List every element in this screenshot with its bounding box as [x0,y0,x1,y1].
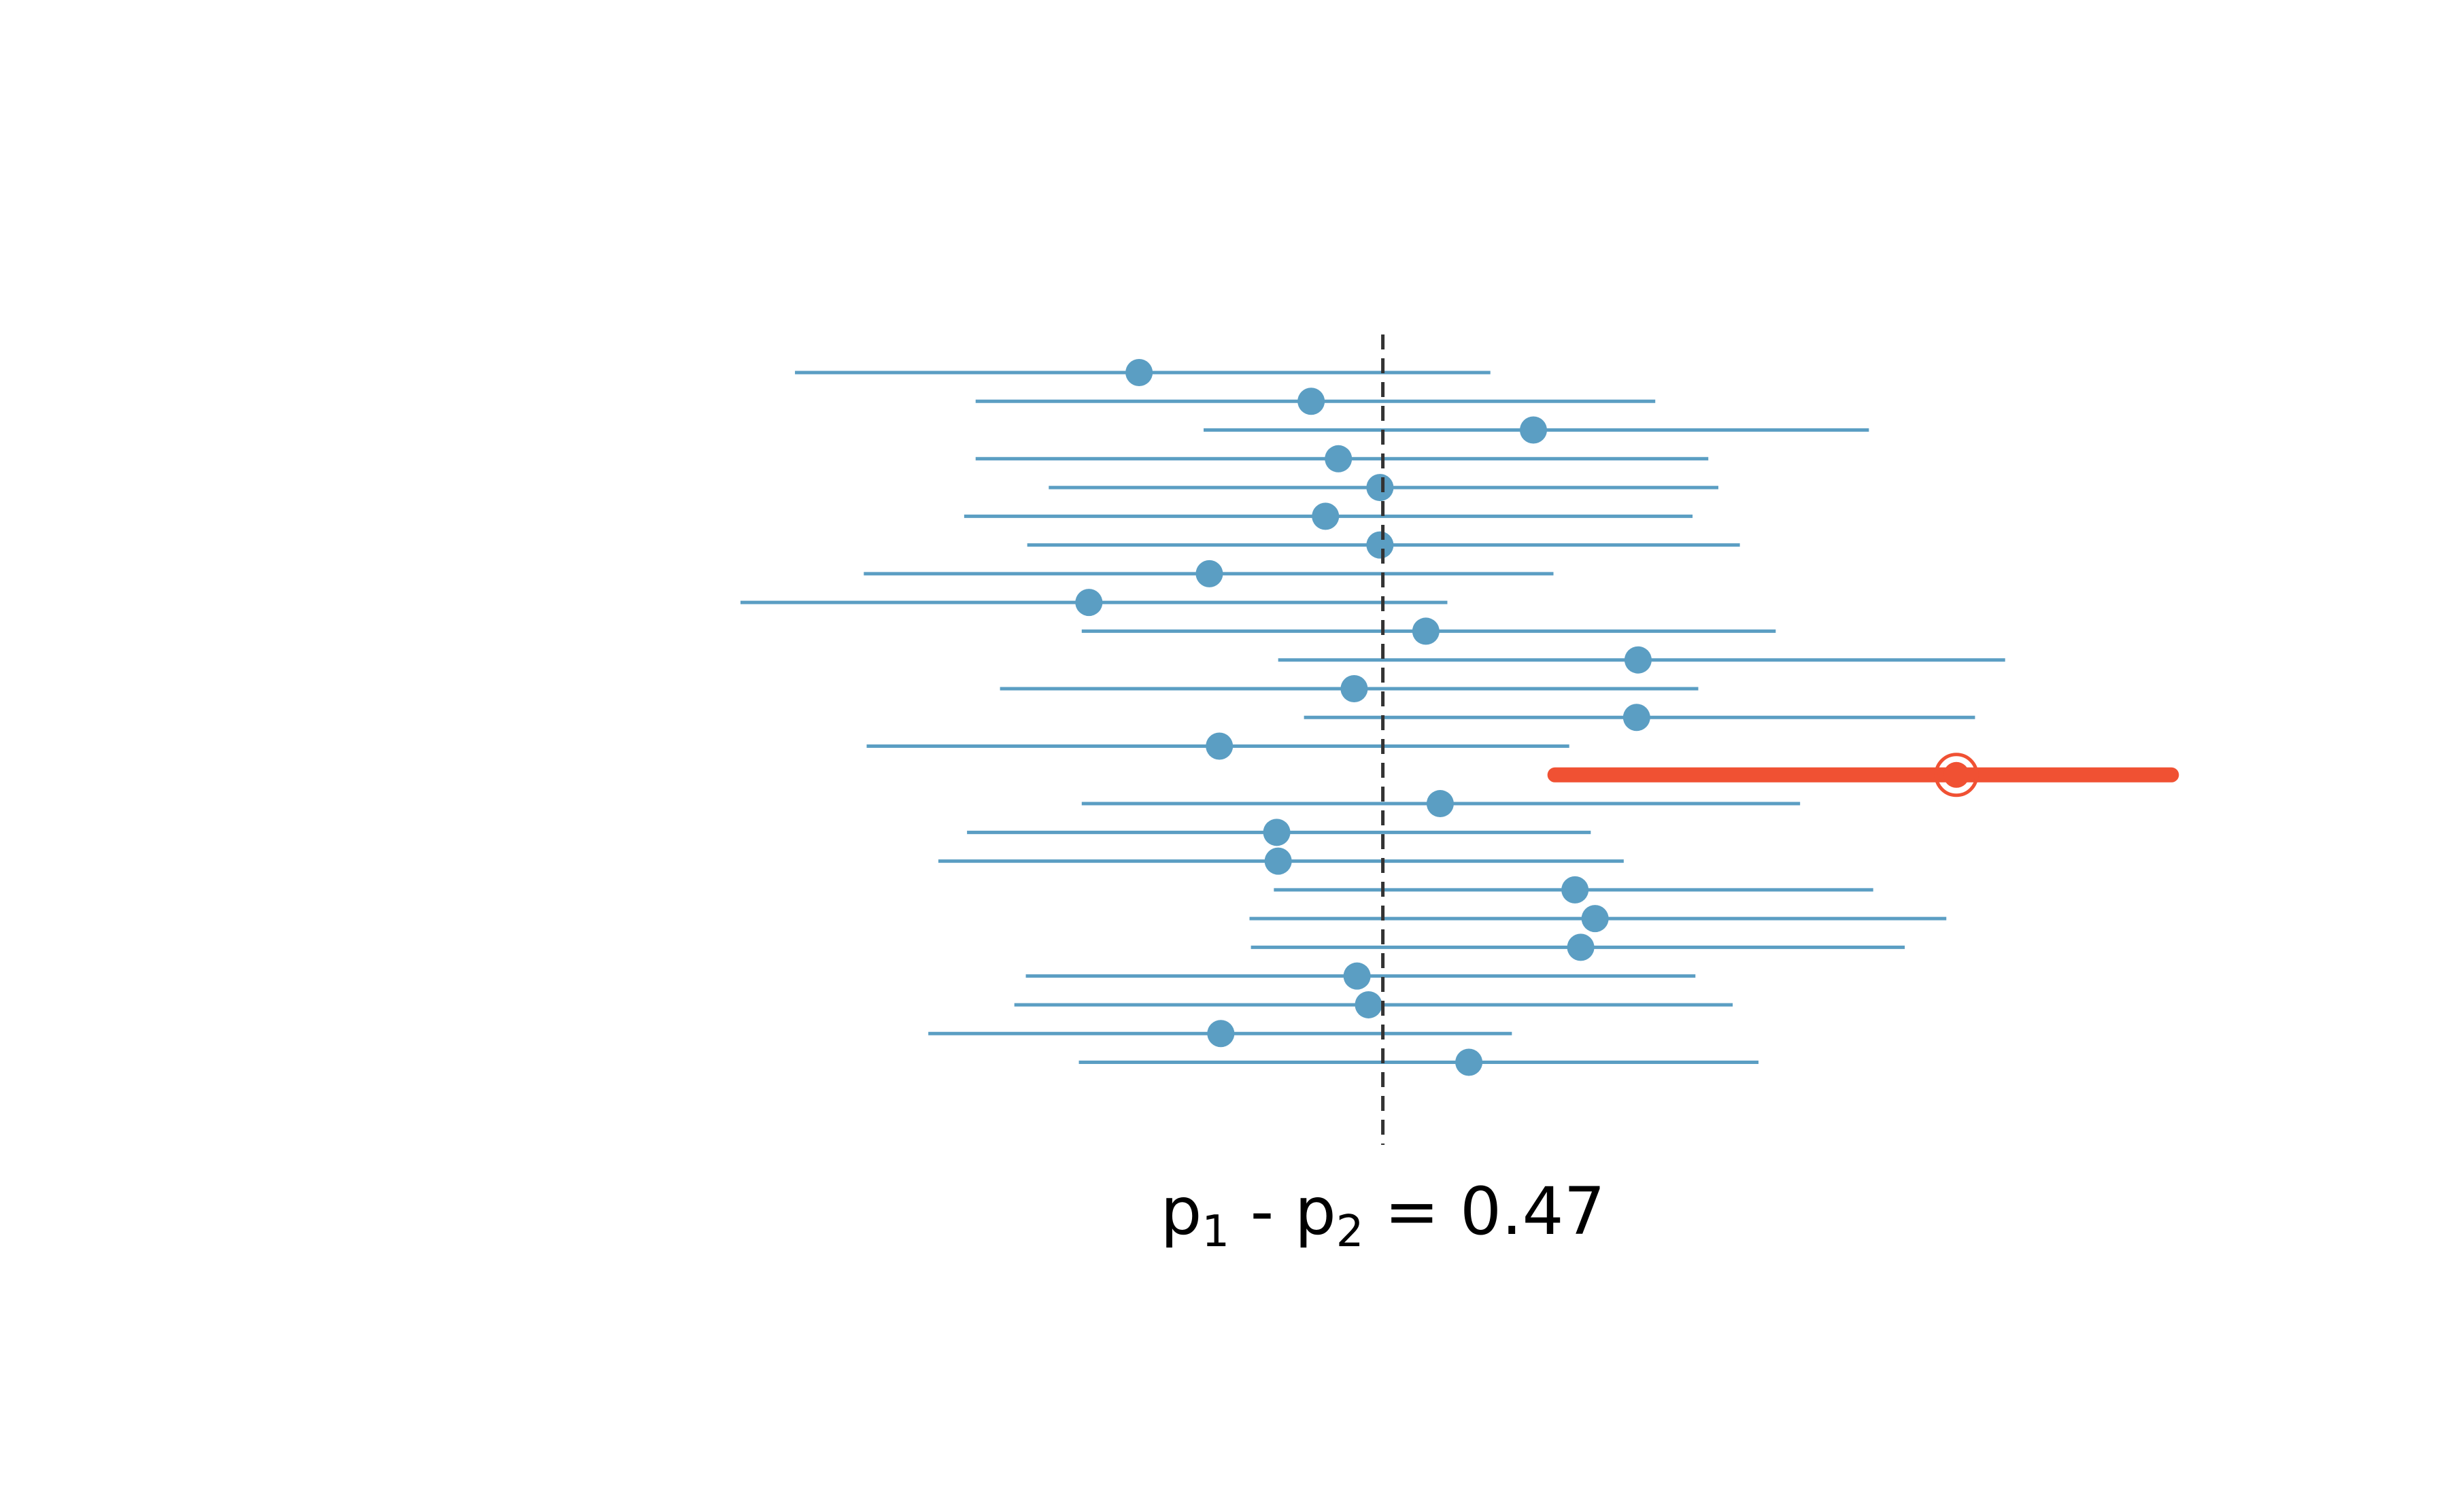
reference-label-p1: p [1160,1173,1202,1250]
interval-point [1455,1048,1483,1076]
reference-label-sub1: 1 [1202,1207,1229,1257]
interval-point [1195,560,1223,587]
interval-point [1624,646,1652,674]
interval-point [1366,531,1394,559]
interval-point [1343,962,1371,990]
interval-point [1581,905,1609,933]
interval-point [1312,502,1340,530]
interval-point [1519,416,1547,444]
interval-point [1355,991,1382,1018]
interval-point [1264,847,1292,875]
interval-point [1125,359,1153,386]
reference-label-minus: - [1229,1173,1295,1250]
interval-point [1412,617,1440,645]
highlighted-point-ring [1934,753,1979,797]
interval-point [1622,704,1650,732]
interval-point [1366,474,1394,502]
highlighted-interval-point [1943,761,1970,788]
interval-point [1325,445,1353,472]
reference-label-value: = 0.47 [1363,1173,1605,1250]
interval-point [1567,933,1595,961]
interval-point [1075,589,1103,617]
reference-label-sub2: 2 [1336,1207,1364,1257]
reference-label: p1 - p2 = 0.47 [1160,1173,1605,1257]
reference-label-p2: p [1295,1173,1336,1250]
interval-point [1561,876,1589,904]
interval-point [1206,732,1234,760]
interval-point [1263,819,1291,846]
interval-point [1426,790,1454,818]
interval-point [1297,388,1325,415]
interval-group [740,359,2179,1076]
interval-point [1207,1020,1235,1048]
interval-point [1340,674,1368,702]
